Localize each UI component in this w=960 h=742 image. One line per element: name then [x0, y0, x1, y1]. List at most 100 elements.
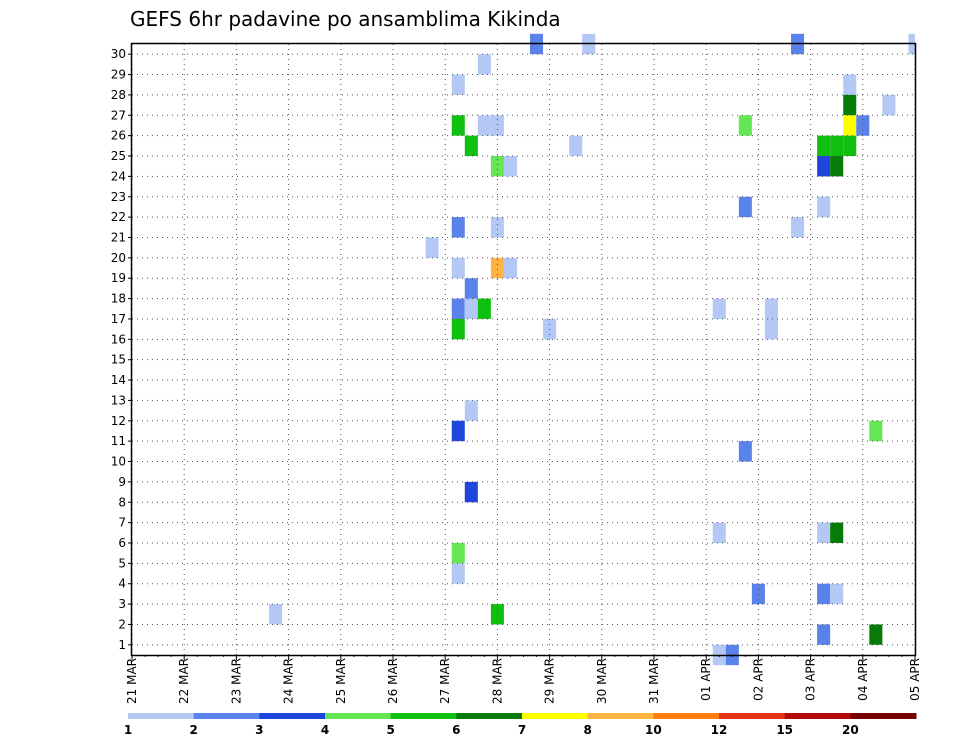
y-tick-label: 10: [111, 455, 126, 469]
heatmap-cell: [451, 542, 465, 564]
heatmap-cell: [477, 115, 491, 136]
heatmap-cell: [869, 624, 883, 645]
y-tick-label: 18: [111, 292, 126, 306]
heatmap-cell: [843, 135, 857, 157]
heatmap-cell: [451, 420, 465, 442]
heatmap-cell: [451, 318, 465, 340]
legend-label: 4: [321, 723, 329, 737]
y-tick-label: 13: [111, 393, 126, 407]
heatmap-cell: [830, 135, 844, 157]
y-tick-label: 15: [111, 353, 126, 367]
heatmap-cell: [764, 298, 778, 319]
x-tick-label: 26 MAR: [386, 658, 400, 704]
y-tick-label: 23: [111, 190, 126, 204]
heatmap-cell: [477, 54, 491, 75]
heatmap-cell: [464, 278, 478, 299]
heatmap-cell: [503, 257, 517, 279]
heatmap-cell: [843, 94, 857, 116]
legend-label: 12: [711, 723, 728, 737]
legend-swatch: [587, 713, 654, 719]
heatmap-cell: [817, 196, 831, 218]
x-tick-label: 28 MAR: [490, 658, 504, 704]
heatmap-cell: [830, 156, 844, 177]
heatmap-cell: [503, 156, 517, 177]
legend-swatch: [325, 713, 392, 719]
legend-swatch: [390, 713, 457, 719]
legend-swatch: [653, 713, 720, 719]
x-tick-label: 22 MAR: [177, 658, 191, 704]
legend-swatch: [784, 713, 851, 719]
x-tick-label: 27 MAR: [438, 658, 452, 704]
heatmap-cell: [464, 135, 478, 157]
y-tick-label: 9: [118, 475, 126, 489]
legend-swatch: [193, 713, 260, 719]
heatmap-cell: [490, 257, 504, 279]
y-tick-label: 17: [111, 312, 126, 326]
x-tick-label: 02 APR: [751, 658, 765, 701]
x-tick-label: 29 MAR: [543, 658, 557, 704]
legend-label: 3: [255, 723, 263, 737]
heatmap-cell: [569, 135, 583, 157]
y-tick-label: 25: [111, 149, 126, 163]
y-tick-label: 7: [118, 516, 126, 530]
y-tick-label: 24: [111, 169, 126, 183]
x-tick-label: 31 MAR: [647, 658, 661, 704]
legend-label: 8: [583, 723, 591, 737]
grid: [131, 44, 916, 655]
heatmap-cell: [751, 583, 765, 605]
x-tick-label: 23 MAR: [229, 658, 243, 704]
y-tick-label: 19: [111, 271, 126, 285]
heatmap-cell: [764, 318, 778, 340]
chart-title: GEFS 6hr padavine po ansamblima Kikinda: [130, 7, 561, 31]
heatmap-cells: [269, 33, 915, 666]
x-tick-label: 01 APR: [699, 658, 713, 701]
y-tick-label: 20: [111, 251, 126, 265]
heatmap-cell: [817, 522, 831, 543]
y-tick-label: 14: [111, 373, 126, 387]
heatmap-cell: [738, 196, 752, 218]
legend: 1 2 3 4 5 6 7 8 10 12 15 20: [124, 713, 917, 737]
legend-swatch: [719, 713, 786, 719]
x-tick-label: 25 MAR: [334, 658, 348, 704]
heatmap-cell: [464, 400, 478, 421]
y-tick-label: 12: [111, 414, 126, 428]
heatmap-cell: [817, 624, 831, 645]
legend-label: 7: [518, 723, 526, 737]
legend-swatch: [522, 713, 589, 719]
y-tick-label: 6: [118, 536, 126, 550]
y-tick-label: 5: [118, 556, 126, 570]
heatmap-cell: [712, 298, 726, 319]
heatmap-cell: [843, 74, 857, 95]
y-tick-label: 29: [111, 68, 126, 82]
heatmap-cell: [490, 217, 504, 238]
legend-label: 10: [645, 723, 662, 737]
y-tick-label: 26: [111, 129, 126, 143]
legend-label: 15: [776, 723, 793, 737]
heatmap-cell: [269, 604, 283, 625]
heatmap-cell: [451, 115, 465, 136]
heatmap-cell: [817, 583, 831, 605]
heatmap-cell: [712, 522, 726, 543]
heatmap-cell: [451, 563, 465, 584]
y-tick-label: 27: [111, 108, 126, 122]
y-tick-label: 22: [111, 210, 126, 224]
heatmap-cell: [425, 237, 439, 258]
heatmap-cell: [817, 156, 831, 177]
x-tick-label: 30 MAR: [595, 658, 609, 704]
y-tick-label: 28: [111, 88, 126, 102]
y-tick-label: 30: [111, 47, 126, 61]
heatmap-cell: [451, 257, 465, 279]
y-tick-label: 11: [111, 434, 126, 448]
heatmap-cell: [817, 135, 831, 157]
heatmap-cell: [843, 115, 857, 136]
y-tick-label: 3: [118, 597, 126, 611]
legend-swatch: [128, 713, 195, 719]
heatmap-cell: [451, 217, 465, 238]
y-tick-label: 2: [118, 617, 126, 631]
x-tick-label: 03 APR: [804, 658, 818, 701]
heatmap-cell: [856, 115, 870, 136]
heatmap-cell: [464, 298, 478, 319]
heatmap-cell: [830, 583, 844, 605]
y-tick-label: 21: [111, 230, 126, 244]
